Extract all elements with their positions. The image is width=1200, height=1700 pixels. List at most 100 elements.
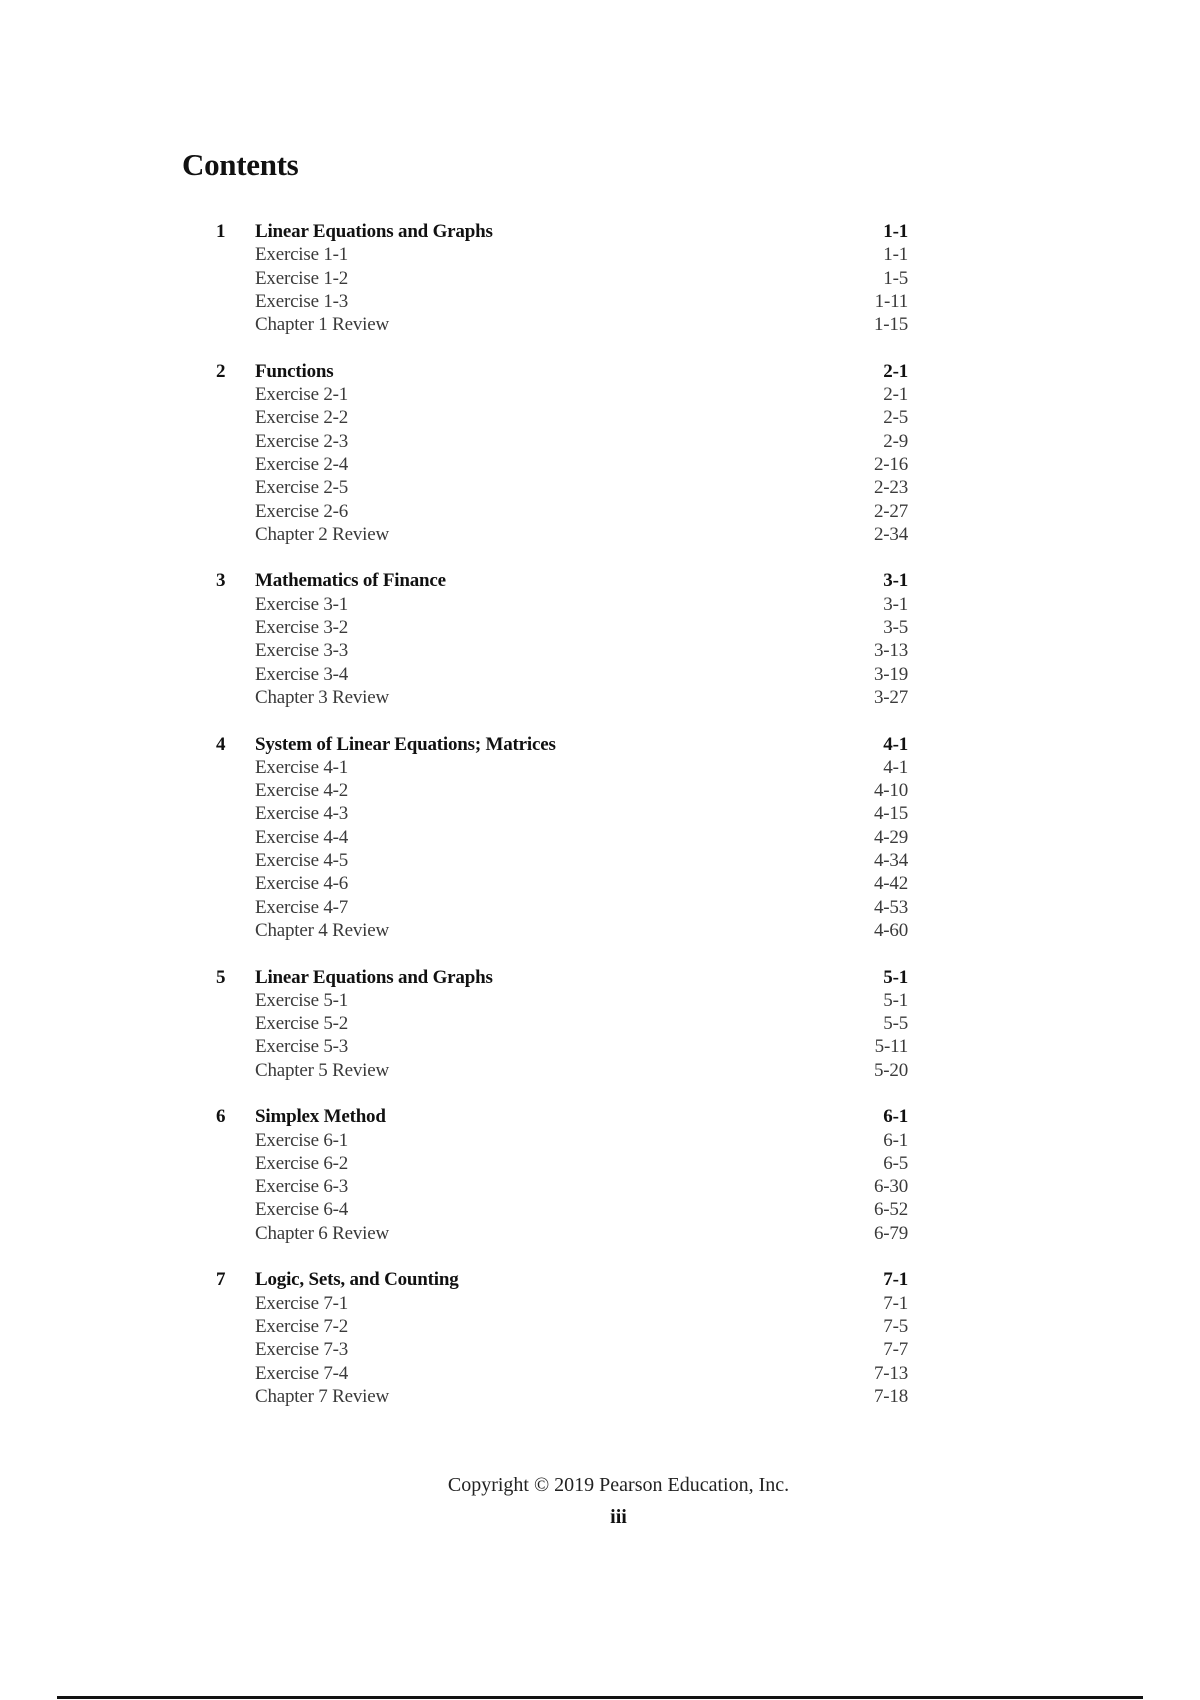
toc-entry[interactable]: Exercise 2-2 2-5 bbox=[210, 406, 910, 429]
entry-label: Exercise 3-4 bbox=[255, 663, 349, 685]
entry-page: 3-13 bbox=[873, 640, 908, 662]
entry-page: 7-18 bbox=[873, 1385, 908, 1407]
toc-entry[interactable]: Chapter 3 Review 3-27 bbox=[210, 686, 910, 709]
toc-entry[interactable]: Chapter 2 Review 2-34 bbox=[210, 523, 910, 546]
chapter-heading[interactable]: 4 System of Linear Equations; Matrices 4-1 bbox=[210, 733, 910, 756]
toc-entry[interactable]: Exercise 2-3 2-9 bbox=[210, 430, 910, 453]
entry-label: Exercise 5-3 bbox=[255, 1036, 349, 1058]
chapter-heading[interactable]: 5 Linear Equations and Graphs 5-1 bbox=[210, 966, 910, 989]
toc-entry[interactable]: Exercise 1-2 1-5 bbox=[210, 267, 910, 290]
toc-entry[interactable]: Exercise 3-3 3-13 bbox=[210, 639, 910, 662]
toc-entry[interactable]: Exercise 4-2 4-10 bbox=[210, 779, 910, 802]
toc-entry[interactable]: Exercise 4-6 4-42 bbox=[210, 872, 910, 895]
entry-page: 1-1 bbox=[883, 244, 908, 266]
toc-entry[interactable]: Exercise 2-6 2-27 bbox=[210, 500, 910, 523]
bottom-rule bbox=[57, 1696, 1143, 1699]
entry-page: 4-1 bbox=[883, 756, 908, 778]
chapter-title: Linear Equations and Graphs bbox=[255, 966, 493, 988]
entry-label: Exercise 1-3 bbox=[255, 290, 349, 312]
page-number: iii bbox=[610, 1506, 627, 1528]
toc-entry[interactable]: Exercise 1-3 1-11 bbox=[210, 290, 910, 313]
entry-label: Exercise 4-4 bbox=[255, 826, 349, 848]
entry-page: 1-11 bbox=[874, 290, 909, 312]
toc-entry[interactable]: Chapter 7 Review 7-18 bbox=[210, 1385, 910, 1408]
toc-entry[interactable]: Exercise 5-2 5-5 bbox=[210, 1012, 910, 1035]
entry-label: Chapter 2 Review bbox=[255, 523, 389, 545]
toc-entry[interactable]: Exercise 2-4 2-16 bbox=[210, 453, 910, 476]
toc-entry[interactable]: Exercise 4-7 4-53 bbox=[210, 896, 910, 919]
entry-page: 4-42 bbox=[873, 873, 908, 895]
entry-page: 4-29 bbox=[873, 826, 908, 848]
chapter-heading[interactable]: 2 Functions 2-1 bbox=[210, 360, 910, 383]
entry-page: 2-9 bbox=[883, 430, 908, 452]
entry-label: Exercise 3-3 bbox=[255, 640, 349, 662]
entry-page: 5-11 bbox=[874, 1036, 909, 1058]
chapter-page: 2-1 bbox=[883, 360, 908, 382]
entry-page: 2-34 bbox=[873, 523, 908, 545]
entry-label: Exercise 1-2 bbox=[255, 267, 349, 289]
entry-page: 4-34 bbox=[873, 850, 908, 872]
chapter-title: Functions bbox=[255, 360, 334, 382]
toc-entry[interactable]: Exercise 3-1 3-1 bbox=[210, 593, 910, 616]
entry-label: Exercise 5-1 bbox=[255, 989, 349, 1011]
entry-label: Exercise 6-2 bbox=[255, 1152, 349, 1174]
entry-label: Exercise 7-4 bbox=[255, 1362, 349, 1384]
toc-entry[interactable]: Chapter 4 Review 4-60 bbox=[210, 919, 910, 942]
table-of-contents: 1 Linear Equations and Graphs 1-1 Exercise … bbox=[210, 220, 910, 1408]
toc-entry[interactable]: Exercise 5-3 5-11 bbox=[210, 1035, 910, 1058]
toc-entry[interactable]: Exercise 3-4 3-19 bbox=[210, 663, 910, 686]
chapter-title: Linear Equations and Graphs bbox=[255, 221, 493, 242]
page-title: Contents bbox=[182, 147, 299, 182]
toc-entry[interactable]: Exercise 5-1 5-1 bbox=[210, 989, 910, 1012]
toc-entry[interactable]: Exercise 2-5 2-23 bbox=[210, 476, 910, 499]
entry-label: Chapter 5 Review bbox=[255, 1059, 389, 1081]
toc-entry[interactable]: Exercise 3-2 3-5 bbox=[210, 616, 910, 639]
toc-entry[interactable]: Exercise 6-1 6-1 bbox=[210, 1129, 910, 1152]
toc-entry[interactable]: Chapter 6 Review 6-79 bbox=[210, 1222, 910, 1245]
entry-label: Chapter 4 Review bbox=[255, 919, 389, 941]
chapter-heading[interactable]: 3 Mathematics of Finance 3-1 bbox=[210, 569, 910, 592]
chapter-number: 7 bbox=[216, 1269, 226, 1291]
entry-label: Chapter 3 Review bbox=[255, 686, 389, 708]
entry-page: 1-15 bbox=[873, 314, 908, 336]
entry-page: 3-1 bbox=[883, 593, 908, 615]
toc-entry[interactable]: Exercise 7-3 7-7 bbox=[210, 1338, 910, 1361]
entry-page: 7-7 bbox=[883, 1339, 908, 1361]
toc-entry[interactable]: Exercise 7-1 7-1 bbox=[210, 1292, 910, 1315]
entry-page: 2-16 bbox=[873, 453, 908, 475]
chapter-heading[interactable]: 1 Linear Equations and Graphs 1-1 bbox=[210, 220, 910, 243]
entry-label: Exercise 4-5 bbox=[255, 850, 349, 872]
entry-page: 7-13 bbox=[873, 1362, 908, 1384]
entry-label: Chapter 7 Review bbox=[255, 1385, 389, 1407]
entry-page: 2-27 bbox=[873, 500, 908, 522]
entry-label: Exercise 6-4 bbox=[255, 1199, 349, 1221]
entry-page: 4-53 bbox=[873, 896, 908, 918]
toc-entry[interactable]: Exercise 4-4 4-29 bbox=[210, 826, 910, 849]
toc-entry[interactable]: Exercise 4-3 4-15 bbox=[210, 802, 910, 825]
toc-entry[interactable]: Exercise 4-5 4-34 bbox=[210, 849, 910, 872]
toc-entry[interactable]: Exercise 2-1 2-1 bbox=[210, 383, 910, 406]
entry-page: 1-5 bbox=[883, 267, 908, 289]
entry-label: Exercise 2-1 bbox=[255, 384, 349, 406]
chapter-page: 3-1 bbox=[883, 570, 908, 592]
toc-entry[interactable]: Exercise 7-2 7-5 bbox=[210, 1315, 910, 1338]
entry-label: Exercise 1-1 bbox=[255, 244, 349, 266]
entry-label: Exercise 7-2 bbox=[255, 1315, 349, 1337]
toc-entry[interactable]: Exercise 7-4 7-13 bbox=[210, 1362, 910, 1385]
toc-entry[interactable]: Exercise 6-3 6-30 bbox=[210, 1175, 910, 1198]
entry-label: Exercise 2-4 bbox=[255, 453, 349, 475]
entry-page: 5-20 bbox=[873, 1059, 908, 1081]
toc-entry[interactable]: Exercise 6-4 6-52 bbox=[210, 1198, 910, 1221]
copyright-notice: Copyright © 2019 Pearson Education, Inc. bbox=[447, 1474, 790, 1496]
toc-entry[interactable]: Exercise 6-2 6-5 bbox=[210, 1152, 910, 1175]
chapter-number: 5 bbox=[216, 966, 226, 988]
toc-entry[interactable]: Chapter 5 Review 5-20 bbox=[210, 1059, 910, 1082]
entry-label: Exercise 5-2 bbox=[255, 1013, 349, 1035]
toc-entry[interactable]: Exercise 1-1 1-1 bbox=[210, 243, 910, 266]
chapter-page: 4-1 bbox=[883, 733, 908, 755]
chapter-heading[interactable]: 7 Logic, Sets, and Counting 7-1 bbox=[210, 1268, 910, 1291]
chapter-number: 1 bbox=[216, 221, 226, 242]
toc-entry[interactable]: Chapter 1 Review 1-15 bbox=[210, 313, 910, 336]
toc-entry[interactable]: Exercise 4-1 4-1 bbox=[210, 756, 910, 779]
chapter-heading[interactable]: 6 Simplex Method 6-1 bbox=[210, 1105, 910, 1128]
